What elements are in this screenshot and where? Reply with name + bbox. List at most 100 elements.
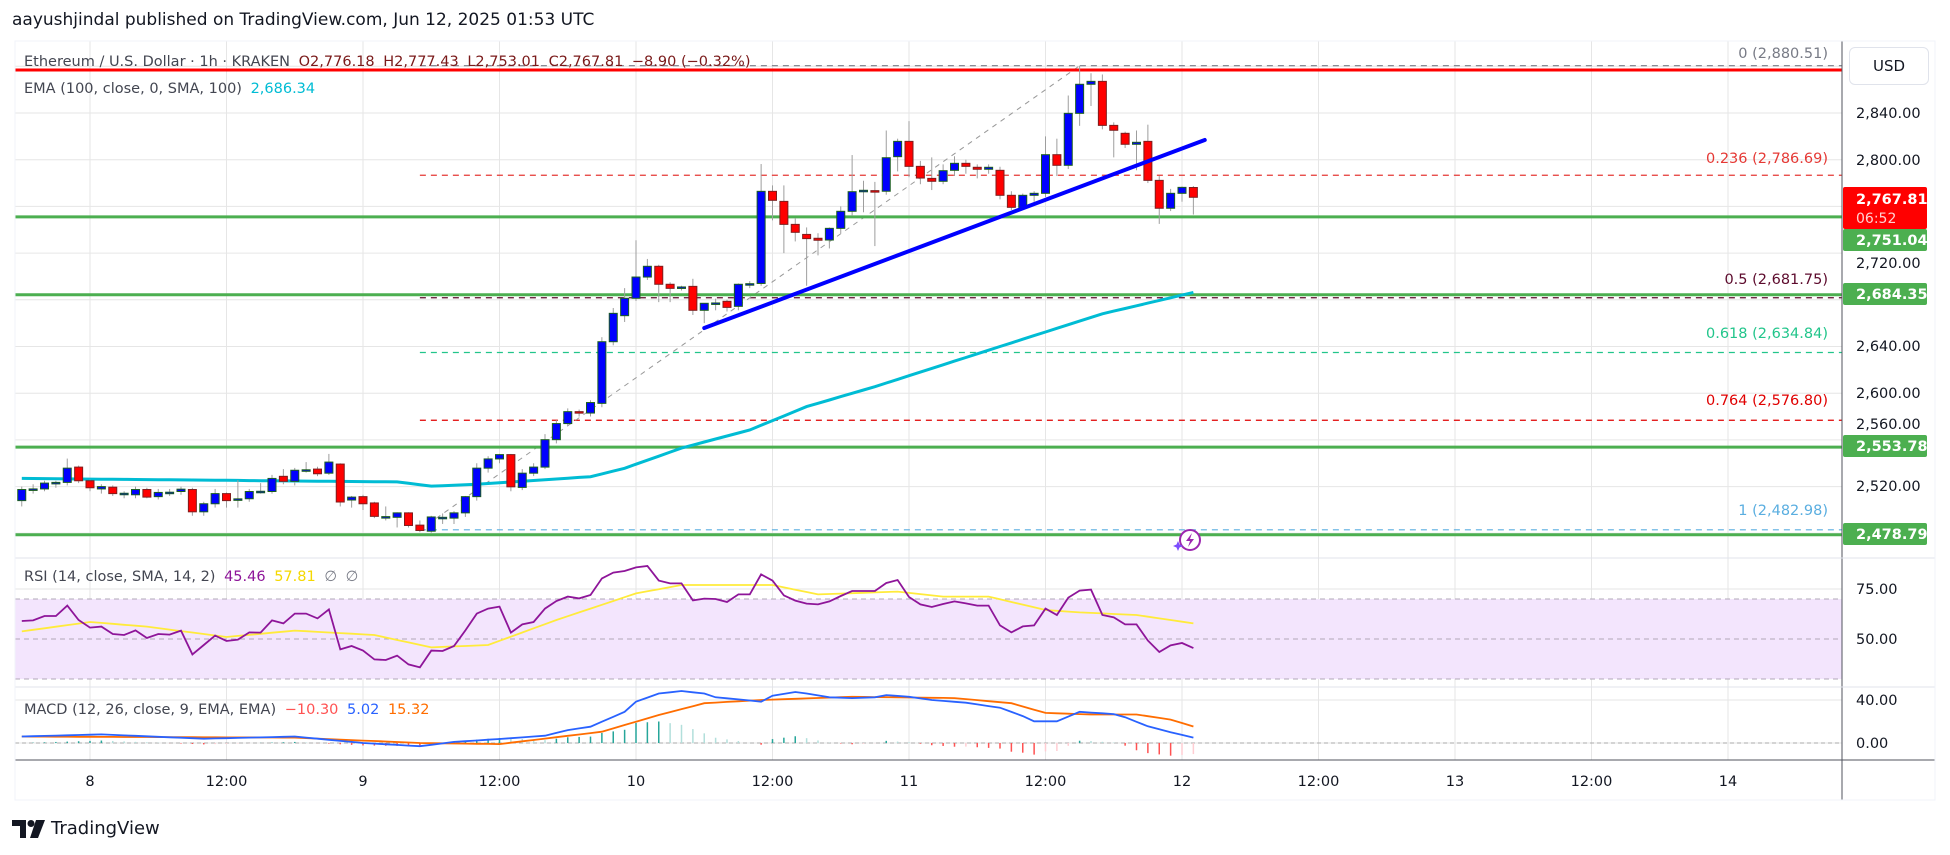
candle-body-up [495,454,504,460]
candle [483,456,493,473]
macd-label[interactable]: MACD (12, 26, close, 9, EMA, EMA) [24,702,277,718]
candle-body-down [722,300,732,308]
rsi-legend[interactable]: RSI (14, close, SMA, 14, 2) 45.46 57.81 … [24,569,362,585]
candle-body-up [290,469,300,482]
candle-body-down [313,468,322,475]
candle [222,492,231,508]
tradingview-logo[interactable]: TradingView [12,818,160,839]
candle [1120,131,1130,149]
candle [40,480,49,492]
candle-body-up [893,140,903,158]
candle-body-down [802,233,812,240]
candle-body-up [938,170,948,182]
candle [847,155,857,216]
candle [631,240,641,301]
fib-diagonal [419,65,1080,531]
macd-tick: 0.00 [1856,736,1888,752]
time-tick: 12:00 [1298,774,1340,790]
candle-body-up [733,283,743,307]
rsi-line [21,565,1194,669]
candle [563,408,573,426]
candle-body-up [96,486,106,490]
candle [529,463,539,477]
candle [1086,73,1096,106]
candle [551,420,561,444]
candles [17,65,1198,533]
price-axis[interactable]: 2,840.00 2,800.00 2,720.00 2,640.00 2,60… [1843,106,1928,752]
ema-legend[interactable]: EMA (100, close, 0, SMA, 100) 2,686.34 [24,81,319,97]
currency-button[interactable]: USD [1849,47,1929,85]
level-badge-text: 2,553.78 [1856,439,1928,455]
price-tick: 2,800.00 [1856,153,1921,169]
candle-body-down [1097,80,1107,126]
candle-body-up [483,458,493,469]
candle-body-up [267,477,277,493]
candle-body-up [301,469,311,472]
trendline[interactable] [702,137,1207,331]
candle [665,282,675,303]
ema-line [21,290,1194,488]
candle [392,512,402,528]
candle [1052,138,1062,177]
candle [881,130,891,195]
candle [62,458,72,486]
candle [779,185,789,254]
candle-body-up [597,341,607,404]
candle [790,218,800,242]
time-tick: 12:00 [752,774,794,790]
candle [859,180,868,213]
fib-label-05: 0.5 (2,681.75) [1724,272,1828,288]
macd-hist-value: −10.30 [284,702,339,718]
candle-body-up [756,190,766,284]
candle-body-up [1029,192,1039,196]
candle [290,467,300,486]
candle-body-up [608,312,618,343]
candle [927,157,937,191]
macd-legend[interactable]: MACD (12, 26, close, 9, EMA, EMA) −10.30… [24,702,433,718]
ema-label[interactable]: EMA (100, close, 0, SMA, 100) [24,81,242,97]
candle-body-up [745,283,755,286]
price-tick: 2,720.00 [1856,256,1921,272]
candle-body-down [369,502,379,517]
candle-body-up [859,189,868,193]
time-tick: 13 [1446,774,1464,790]
rsi-tick: 75.00 [1856,582,1898,598]
price-tick: 2,600.00 [1856,386,1921,402]
time-axis[interactable]: 8 12:00 9 12:00 10 12:00 11 12:00 12 12:00 13 12:00… [85,774,1737,790]
candle [176,486,186,495]
candle-body-up [631,276,641,299]
candle-body-down [927,177,937,182]
candle-body-up [472,467,482,498]
candle [74,465,84,484]
rsi-label[interactable]: RSI (14, close, SMA, 14, 2) [24,569,216,585]
fibonacci-retracement[interactable] [419,65,1842,531]
last-price-value: 2,767.81 [1856,192,1928,208]
candle-body-down [961,162,971,167]
rsi-tick: 50.00 [1856,632,1898,648]
candle [677,285,686,291]
candle [688,278,698,315]
candle-body-down [768,190,777,201]
rsi-extra-1: ∅ [324,569,337,585]
candle-body-down [1154,179,1164,209]
symbol-name[interactable]: Ethereum / U.S. Dollar · 1h · KRAKEN [24,54,291,70]
candle-body-up [347,496,357,501]
candle [96,484,106,494]
candle-body-up [51,481,61,485]
candle-body-up [984,166,994,170]
lightning-icon[interactable] [1173,529,1201,551]
candle [938,164,948,185]
candle [17,486,27,507]
ohlc-open: O2,776.18 [298,54,375,70]
macd-tick: 40.00 [1856,693,1898,709]
ascending-trendline [702,137,1207,331]
candle [358,494,368,510]
level-badge: 2,478.79 [1843,523,1928,545]
symbol-legend[interactable]: Ethereum / U.S. Dollar · 1h · KRAKEN O2,… [24,54,754,70]
horizontal-levels[interactable] [15,68,1842,537]
candle [699,302,709,324]
level-badge: 2,553.78 [1843,435,1928,457]
candle [722,299,732,312]
candle [768,185,777,221]
